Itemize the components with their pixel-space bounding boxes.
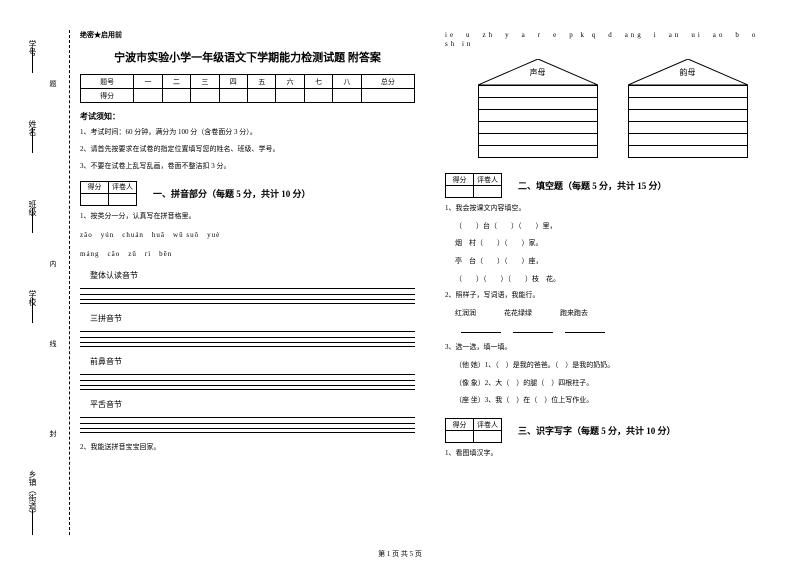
question-text: 1、我会按课文内容填空。 [445, 203, 780, 215]
marker-box: 得分评卷人 [445, 173, 502, 198]
fill-line: 烟 村（ ）（ ）家。 [445, 237, 780, 250]
sub-heading: 前鼻音节 [90, 356, 415, 367]
example-words: 红润润 花花绿绿 跑来跑去 [445, 307, 780, 320]
binding-label: 学号 [20, 40, 45, 61]
marker-box: 得分评卷人 [445, 418, 502, 443]
pinyin-grid [80, 417, 415, 433]
binding-label: 学校 [20, 290, 45, 311]
score-header-cell: 三 [191, 75, 219, 89]
choice-line: （座 坐）3、我（ ）在（ ）位上写作业。 [445, 394, 780, 407]
binding-label: 姓名 [20, 120, 45, 141]
sub-heading: 平舌音节 [90, 399, 415, 410]
score-header-cell: 题号 [81, 75, 134, 89]
mark-cell: 得分 [446, 174, 474, 186]
binding-label: 班级 [20, 200, 45, 221]
houses-row: 声母 韵母 [445, 59, 780, 158]
binding-label: 乡镇（街道） [20, 470, 45, 523]
binding-area: 学号 姓名 班级 学校 乡镇（街道） 题 内 线 封 [30, 30, 70, 535]
mark-cell: 得分 [81, 181, 109, 193]
page-footer: 第 1 页 共 5 页 [0, 549, 800, 559]
question-text: 3、选一选，填一填。 [445, 342, 780, 354]
notice-title: 考试须知： [80, 111, 415, 122]
house-label: 韵母 [628, 67, 748, 78]
sub-heading: 整体认读音节 [90, 270, 415, 281]
pinyin-line: zǎo yún chuán huā wū suǒ yuè [80, 230, 415, 240]
mark-cell: 评卷人 [474, 419, 502, 431]
pinyin-grid [80, 331, 415, 347]
binding-mark: 线 [48, 340, 58, 347]
choice-line: （他 她）1、（ ）是我的爸爸。（ ）是我的奶奶。 [445, 359, 780, 372]
exam-title: 宁波市实验小学一年级语文下学期能力检测试题 附答案 [80, 49, 415, 65]
score-row-label: 得分 [81, 89, 134, 103]
house-yunmu: 韵母 [628, 59, 748, 158]
house-shengmu: 声母 [478, 59, 598, 158]
page-content: 绝密★启用前 宁波市实验小学一年级语文下学期能力检测试题 附答案 题号 一 二 … [80, 30, 780, 545]
notice-line: 2、请首先按要求在试卷的指定位置填写您的姓名、班级、学号。 [80, 144, 415, 156]
section-title: 二、填空题（每题 5 分，共计 15 分） [518, 179, 667, 192]
score-header-cell: 八 [333, 75, 361, 89]
secret-level: 绝密★启用前 [80, 30, 415, 40]
notice-line: 3、不要在试卷上乱写乱画，卷面不整洁扣 3 分。 [80, 161, 415, 173]
score-header-cell: 五 [247, 75, 275, 89]
question-text: 2、我能送拼音宝宝回家。 [80, 442, 415, 454]
binding-mark: 题 [48, 80, 58, 87]
question-text: 1、按类分一分，认真写在拼音格里。 [80, 211, 415, 223]
mark-cell: 评卷人 [474, 174, 502, 186]
section-title: 三、识字写字（每题 5 分，共计 10 分） [518, 424, 676, 437]
score-header-cell: 六 [276, 75, 304, 89]
pinyin-grid [80, 288, 415, 304]
pinyin-grid [80, 374, 415, 390]
question-text: 2、照样子，写词语，我能行。 [445, 290, 780, 302]
binding-mark: 内 [48, 260, 58, 267]
score-header-cell: 一 [134, 75, 162, 89]
marker-box: 得分评卷人 [80, 181, 137, 206]
score-header-cell: 四 [219, 75, 247, 89]
mark-cell: 得分 [446, 419, 474, 431]
house-label: 声母 [478, 67, 598, 78]
score-header-cell: 二 [162, 75, 190, 89]
left-column: 绝密★启用前 宁波市实验小学一年级语文下学期能力检测试题 附答案 题号 一 二 … [80, 30, 415, 545]
sub-heading: 三拼音节 [90, 313, 415, 324]
score-table: 题号 一 二 三 四 五 六 七 八 总分 得分 [80, 74, 415, 103]
score-header-cell: 七 [304, 75, 332, 89]
blank-row [445, 325, 780, 338]
fill-line: （ ）（ ）（ ）枝 花。 [445, 273, 780, 286]
letter-row: ie u zh y a r e p k q d ang i an ui ao b… [445, 30, 780, 48]
right-column: ie u zh y a r e p k q d ang i an ui ao b… [445, 30, 780, 545]
pinyin-line: máng cǎo zū rì bēn [80, 249, 415, 259]
score-header-cell: 总分 [361, 75, 414, 89]
binding-mark: 封 [48, 430, 58, 437]
fill-line: 亭 台（ ）（ ）座， [445, 255, 780, 268]
mark-cell: 评卷人 [109, 181, 137, 193]
notice-line: 1、考试时间：60 分钟，满分为 100 分（含卷面分 3 分）。 [80, 127, 415, 139]
fill-line: （ ）台（ ）（ ）里， [445, 220, 780, 233]
section-title: 一、拼音部分（每题 5 分，共计 10 分） [153, 187, 311, 200]
choice-line: （像 象）2、大（ ）的腿（ ）四根柱子。 [445, 377, 780, 390]
question-text: 1、看图填汉字。 [445, 448, 780, 460]
